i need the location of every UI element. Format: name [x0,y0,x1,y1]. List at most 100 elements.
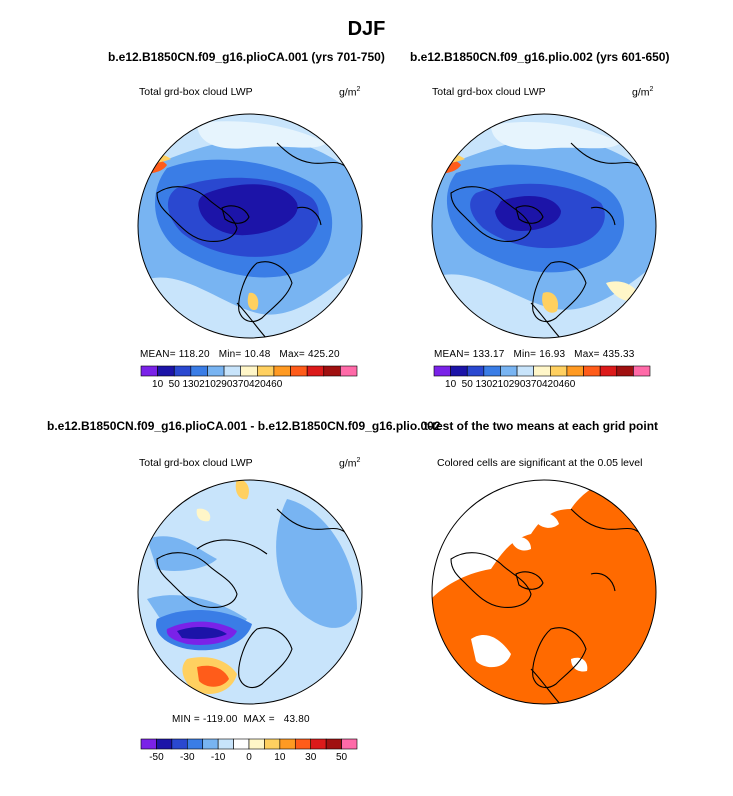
panel1-field-darkest [198,184,298,236]
panel1-coastlines [156,142,348,338]
panel3-variable-label: Total grd-box cloud LWP [139,457,253,469]
panel3-colorbar-label: -10 [211,752,226,763]
panel1-colorbar-label: 420 [249,379,266,390]
panel1-field-light [138,114,362,183]
panel1-field-lighter [197,121,327,149]
page-title: DJF [347,18,386,40]
panel1-variable-label: Total grd-box cloud LWP [139,86,253,98]
panel4-coastlines [450,508,642,704]
panel3-field-mid2 [147,536,217,571]
panel2-units: g/m2 [632,86,654,99]
panel3-colorbar: -50 -30 -10 0 10 30 50 [140,738,358,763]
panel3-colorbar-label: -50 [149,752,164,763]
panel3-colorbar-box [310,738,327,750]
panel2-colorbar-box [466,365,485,377]
panel1-colorbar-box [290,365,308,377]
panel3-map [137,479,363,705]
panel1-colorbar-label: 460 [266,379,283,390]
panel1-map [137,113,363,339]
panel3-colorbar-box [140,738,157,750]
panel2-colorbar-box [516,365,534,377]
panel4-insig-blob4 [571,657,588,672]
panel3-field-mid [276,499,357,628]
panel1-colorbar-label: 370 [232,379,249,390]
panel1-colorbar-label: 210 [199,379,216,390]
panel3-colorbar-box [248,738,265,750]
panel3-colorbar-box [325,738,342,750]
panel1-colorbar-label: 130 [183,379,200,390]
panel2-colorbar-label: 210 [492,379,509,390]
panel1-colorbar-label: 10 [152,379,164,390]
panel2-field-light2 [432,263,656,338]
panel1-map-border [137,113,363,339]
panel2-colorbar-box [450,365,468,377]
panel1-colorbar-box [157,365,175,377]
panel2-variable-label: Total grd-box cloud LWP [432,86,546,98]
panel2-colorbar-box [633,365,651,377]
panel3-field-top [235,480,249,500]
panel1-colorbar-box [306,365,325,377]
panel2-colorbar-box [616,365,634,377]
panel2-colorbar-label: 290 [509,379,526,390]
panel2-colorbar-label: 460 [559,379,576,390]
panel2-field-light [432,114,656,183]
panel1-colorbar: 10 50 130 210 290 370 420 460 [140,365,358,390]
panel1-colorbar-box [190,365,208,377]
panel2-colorbar-box [599,365,618,377]
panel2-colorbar: 10 50 130 210 290 370 420 460 [433,365,651,390]
panel1-title: b.e12.B1850CN.f09_g16.plioCA.001 (yrs 70… [108,50,385,64]
panel4-map [431,479,657,705]
panel4-map-border [431,479,657,705]
panel3-colorbar-box [341,738,358,750]
panel1-units: g/m2 [339,86,361,99]
panel3-colorbar-label: 30 [305,752,317,763]
panel3-colorbar-box [217,738,234,750]
panel2-colorbar-box [500,365,518,377]
panel4-insig-blob3 [511,537,531,551]
panel3-colorbar-label: 50 [336,752,348,763]
panel3-colorbar-box [233,738,250,750]
panel3-stats: MIN = -119.00 MAX = 43.80 [172,714,310,725]
panel2-colorbar-label: 130 [476,379,493,390]
panel2-colorbar-box [483,365,501,377]
panel3-colorbar-box [171,738,188,750]
panel3-field-red [197,665,229,687]
panel3-colorbar-box [186,738,204,750]
panel2-field-lighter [491,122,621,150]
panel1-stats: MEAN= 118.20 Min= 10.48 Max= 425.20 [140,349,340,360]
panel2-stats: MEAN= 133.17 Min= 16.93 Max= 435.33 [434,349,635,360]
panel4-insig-blob2 [531,512,559,528]
panel4-insig-blob1 [471,634,511,668]
panel3-map-border [137,479,363,705]
panel1-colorbar-box [273,365,291,377]
panel2-colorbar-label: 10 [445,379,457,390]
panel2-colorbar-label: 370 [525,379,542,390]
panel1-colorbar-box [257,365,275,377]
panel3-colorbar-box [279,738,296,750]
panel2-colorbar-box [533,365,551,377]
panel3-colorbar-label: -30 [180,752,195,763]
panel2-colorbar-label: 420 [542,379,559,390]
panel2-map [431,113,657,339]
panel1-colorbar-box [323,365,341,377]
panel3-coastlines [156,508,348,689]
panel2-map-border [431,113,657,339]
panel2-title: b.e12.B1850CN.f09_g16.plio.002 (yrs 601-… [410,50,670,64]
panel1-field-warm3 [247,292,259,311]
panel3-colorbar-box [264,738,281,750]
panel2-colorbar-box [583,365,601,377]
panel3-colorbar-label: 0 [246,752,252,763]
panel1-field-light2 [138,263,362,338]
panel1-colorbar-label: 290 [216,379,233,390]
panel1-colorbar-box [140,365,158,377]
panel1-colorbar-label: 50 [169,379,181,390]
panel3-field-navy [177,627,227,639]
panel4-title: t-test of the two means at each grid poi… [424,419,659,433]
panel1-colorbar-box [340,365,358,377]
panel3-colorbar-label: 10 [274,752,286,763]
panel1-colorbar-box [240,365,258,377]
panel3-title: b.e12.B1850CN.f09_g16.plioCA.001 - b.e12… [47,419,441,433]
panel3-colorbar-box [156,738,173,750]
panel2-colorbar-box [566,365,584,377]
panel2-colorbar-box [433,365,451,377]
